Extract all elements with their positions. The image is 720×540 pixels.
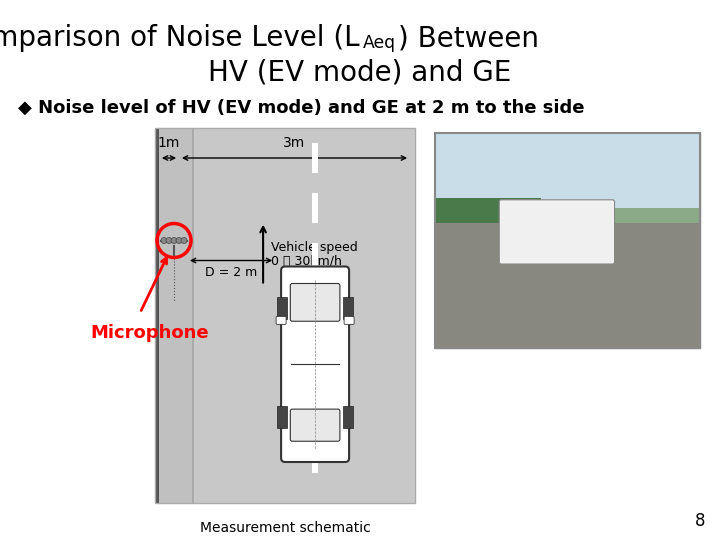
Bar: [435, 198, 541, 230]
Bar: [277, 297, 287, 319]
FancyBboxPatch shape: [499, 200, 615, 264]
Bar: [312, 443, 318, 473]
Bar: [312, 143, 318, 173]
Text: 1m: 1m: [158, 136, 180, 150]
FancyBboxPatch shape: [281, 267, 349, 462]
Bar: [277, 406, 287, 428]
Text: 3m: 3m: [284, 136, 305, 150]
Bar: [193, 128, 415, 503]
Text: (1) Comparison of Noise Level (L: (1) Comparison of Noise Level (L: [0, 24, 360, 52]
Circle shape: [176, 238, 182, 244]
Text: 0 ～ 30km/h: 0 ～ 30km/h: [271, 255, 342, 268]
Bar: [435, 133, 700, 208]
Text: 8: 8: [695, 512, 705, 530]
Circle shape: [166, 238, 172, 244]
Bar: [192, 128, 194, 503]
Bar: [435, 133, 700, 348]
Bar: [312, 243, 318, 273]
FancyBboxPatch shape: [276, 316, 286, 325]
FancyBboxPatch shape: [290, 409, 340, 441]
Text: ◆ Noise level of HV (EV mode) and GE at 2 m to the side: ◆ Noise level of HV (EV mode) and GE at …: [18, 99, 585, 117]
Text: Measurement schematic: Measurement schematic: [199, 521, 370, 535]
Bar: [155, 128, 415, 503]
Bar: [312, 393, 318, 423]
Text: HV (EV mode) and GE: HV (EV mode) and GE: [208, 58, 512, 86]
Bar: [155, 128, 193, 503]
Circle shape: [171, 238, 177, 244]
Bar: [343, 297, 353, 319]
Text: Vehicle speed: Vehicle speed: [271, 241, 358, 254]
Text: D = 2 m: D = 2 m: [205, 266, 257, 279]
Text: Microphone: Microphone: [90, 324, 209, 342]
Bar: [312, 343, 318, 373]
Circle shape: [161, 238, 167, 244]
Bar: [435, 224, 700, 348]
Circle shape: [181, 238, 187, 244]
Text: Aeq: Aeq: [363, 34, 396, 52]
Text: ) Between: ) Between: [398, 24, 539, 52]
Bar: [343, 406, 353, 428]
Bar: [435, 133, 700, 348]
Bar: [312, 293, 318, 323]
Bar: [312, 193, 318, 223]
FancyBboxPatch shape: [344, 316, 354, 325]
FancyBboxPatch shape: [290, 284, 340, 321]
Bar: [155, 128, 159, 503]
